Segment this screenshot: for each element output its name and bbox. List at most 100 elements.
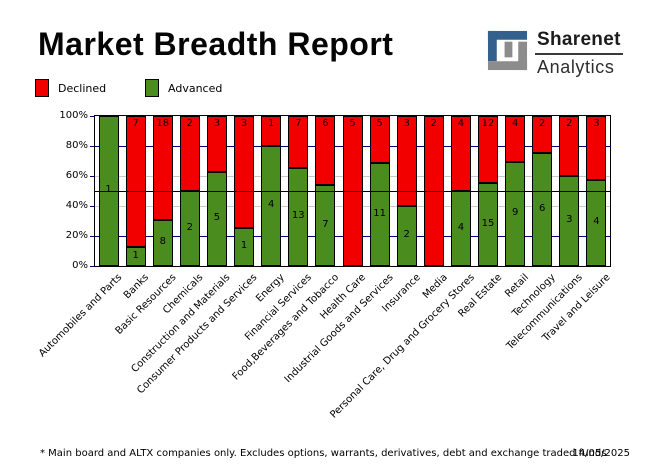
declined-value-label: 4 [457, 118, 465, 129]
advanced-value-label: 11 [373, 207, 386, 219]
declined-segment [125, 116, 146, 247]
declined-segment [559, 116, 580, 176]
bar-consumer-products-and-services [234, 116, 255, 266]
logo-line2: Analytics [537, 57, 615, 77]
declined-value-label: 3 [240, 118, 248, 129]
fifty-percent-line [95, 191, 610, 192]
declined-segment [288, 116, 309, 168]
y-axis-tick-mark [90, 116, 95, 117]
advanced-segment [315, 185, 336, 266]
declined-value-label: 18 [156, 118, 170, 129]
declined-segment [505, 116, 526, 162]
declined-segment [234, 116, 255, 228]
y-axis-tick-mark [90, 176, 95, 177]
advanced-value-label: 3 [566, 214, 573, 225]
bar-chemicals [179, 116, 200, 266]
declined-segment [315, 116, 336, 185]
y-axis-tick-label: 20% [65, 230, 88, 241]
declined-segment [206, 116, 227, 172]
y-axis-tick-mark [90, 146, 95, 147]
footnote: * Main board and ALTX companies only. Ex… [40, 448, 607, 459]
category-label: Automobiles and Parts [37, 272, 125, 360]
declined-value-label: 7 [132, 118, 139, 129]
declined-segment [261, 116, 282, 146]
logo-text: Sharenet Analytics [535, 29, 623, 78]
declined-segment [152, 116, 173, 220]
bar-food-beverages-and-tobacco [315, 116, 336, 266]
advanced-segment [152, 220, 173, 266]
bar-personal-care-drug-and-grocery-stores [450, 116, 471, 266]
advanced-segment [288, 168, 309, 266]
y-axis-tick-label: 60% [65, 170, 88, 181]
legend-swatch-declined [35, 79, 49, 97]
advanced-value-label: 6 [539, 202, 546, 214]
advanced-value-label: 2 [186, 221, 194, 233]
legend-swatch-advanced [145, 79, 159, 97]
y-axis-tick-label: 40% [65, 200, 88, 211]
sharenet-logo-icon [487, 30, 528, 71]
declined-value-label: 2 [186, 118, 194, 129]
declined-value-label: 2 [566, 118, 573, 129]
bar-industrial-goods-and-services [369, 116, 390, 266]
declined-value-label: 2 [539, 118, 546, 129]
declined-value-label: 3 [403, 118, 410, 129]
advanced-segment [586, 180, 607, 266]
advanced-value-label: 4 [457, 221, 465, 233]
advanced-value-label: 7 [322, 218, 329, 230]
y-axis-tick-label: 80% [65, 140, 88, 151]
declined-value-label: 7 [295, 118, 302, 129]
bar-telecommunications [559, 116, 580, 266]
advanced-value-label: 8 [159, 236, 166, 247]
declined-value-label: 1 [267, 118, 275, 129]
declined-value-label: 12 [481, 118, 495, 129]
advanced-segment [532, 153, 553, 266]
bar-basic-resources [152, 116, 173, 266]
advanced-segment [559, 176, 580, 266]
bar-retail [505, 116, 526, 266]
y-axis-tick-mark [90, 266, 95, 267]
legend-item-declined: Declined [35, 79, 106, 97]
advanced-value-label: 2 [403, 229, 410, 240]
declined-segment [532, 116, 553, 153]
declined-value-label: 3 [593, 118, 600, 129]
advanced-value-label: 4 [593, 216, 600, 227]
advanced-value-label: 1 [240, 240, 248, 251]
bar-insurance [396, 116, 417, 266]
declined-segment [396, 116, 417, 206]
bar-banks [125, 116, 146, 266]
page-title: Market Breadth Report [38, 26, 394, 62]
advanced-segment [396, 206, 417, 266]
y-axis-tick-mark [90, 206, 95, 207]
declined-value-label: 4 [511, 118, 519, 129]
advanced-segment [478, 183, 499, 266]
bar-construction-and-materials [206, 116, 227, 266]
legend-label: Declined [58, 81, 107, 95]
declined-segment [586, 116, 607, 180]
advanced-value-label: 1 [132, 249, 139, 261]
declined-segment [179, 116, 200, 191]
declined-value-label: 5 [376, 118, 383, 129]
report-date: 14/05/2025 [572, 448, 630, 459]
legend-label: Advanced [168, 81, 223, 95]
logo-line1: Sharenet [535, 29, 623, 55]
advanced-value-label: 13 [291, 210, 305, 221]
declined-value-label: 6 [322, 118, 329, 129]
bar-real-estate [478, 116, 499, 266]
legend-item-advanced: Advanced [145, 79, 222, 97]
declined-segment [450, 116, 471, 191]
bar-energy [261, 116, 282, 266]
advanced-segment [505, 162, 526, 266]
declined-value-label: 2 [430, 118, 437, 129]
declined-value-label: 5 [349, 118, 356, 129]
sharenet-logo: Sharenet Analytics [486, 29, 623, 78]
advanced-value-label: 4 [267, 199, 275, 210]
y-axis-tick-label: 0% [72, 260, 88, 271]
advanced-segment [369, 163, 390, 266]
advanced-segment [125, 247, 146, 266]
advanced-value-label: 9 [511, 207, 519, 218]
y-axis-tick-mark [90, 236, 95, 237]
declined-value-label: 3 [213, 118, 221, 129]
advanced-value-label: 15 [481, 217, 495, 229]
advanced-segment [234, 228, 255, 266]
